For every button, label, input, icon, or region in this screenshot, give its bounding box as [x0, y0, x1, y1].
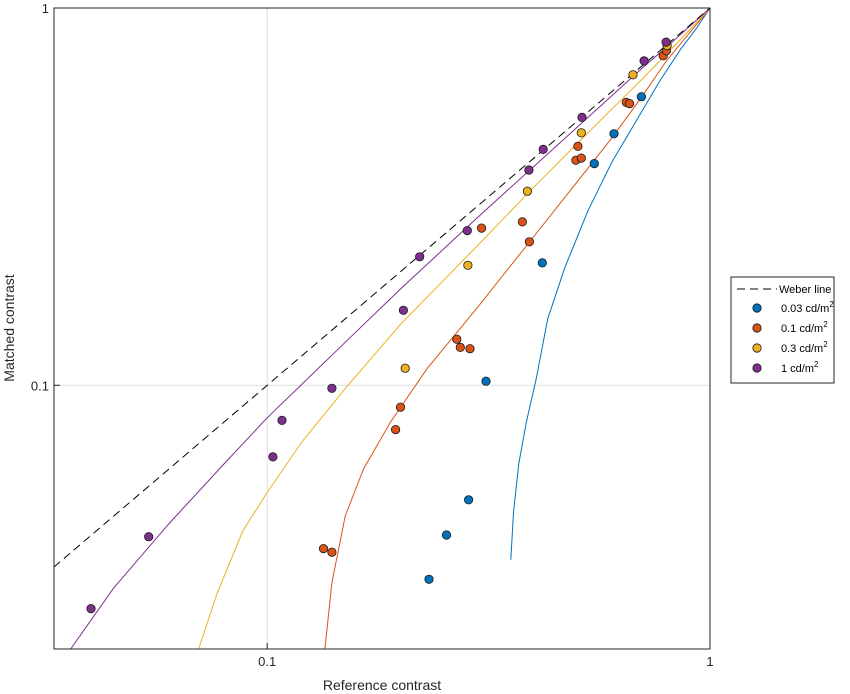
fit-curve — [324, 7, 711, 650]
data-point — [609, 129, 619, 139]
legend-label-weber: Weber line — [779, 284, 831, 296]
plot-frame — [53, 7, 711, 650]
legend-swatch — [752, 303, 762, 313]
data-point — [624, 99, 635, 109]
data-point — [144, 532, 154, 542]
data-point — [524, 165, 534, 175]
data-point — [661, 37, 671, 47]
data-point — [576, 153, 586, 163]
data-point — [463, 495, 474, 505]
legend-label: 0.3 cd/m2 — [781, 340, 828, 355]
x-axis-ticks: 0.1 1 — [258, 643, 714, 669]
data-point — [573, 141, 583, 151]
y-tick-label: 0.1 — [31, 378, 49, 393]
grid — [54, 8, 710, 649]
data-point — [576, 128, 586, 138]
legend-label-superscript: 2 — [814, 360, 819, 369]
weber-reference-line — [53, 7, 711, 568]
legend: Weber line 0.03 cd/m2 0.1 cd/m2 0.3 cd/m2 1 … — [730, 276, 835, 384]
legend-label-superscript: 2 — [823, 340, 828, 349]
data-point — [86, 603, 96, 614]
data-point — [415, 252, 425, 262]
fit-curve — [510, 7, 711, 560]
y-axis-ticks: 0.11 — [31, 1, 60, 393]
data-point — [524, 237, 535, 247]
data-point — [455, 342, 465, 352]
y-tick-label: 1 — [42, 1, 49, 16]
data-point — [517, 217, 528, 227]
data-point — [268, 452, 278, 462]
legend-swatch — [752, 343, 762, 353]
data-point — [327, 547, 337, 557]
legend-label: 1 cd/m2 — [781, 360, 819, 375]
data-point — [441, 530, 452, 540]
legend-label-superscript: 2 — [823, 320, 828, 329]
data-point — [522, 186, 533, 196]
data-point — [395, 402, 406, 412]
legend-box — [730, 276, 835, 384]
data-point — [538, 144, 548, 154]
plot-background — [54, 8, 710, 649]
legend-label-superscript: 2 — [829, 300, 834, 309]
data-point — [424, 574, 434, 584]
data-point — [327, 383, 337, 393]
legend-swatch — [752, 363, 762, 373]
data-point — [476, 223, 487, 233]
data-point — [589, 159, 599, 169]
data-point — [390, 424, 401, 435]
x-tick-label: 1 — [706, 654, 713, 669]
y-axis-label: Matched contrast — [1, 274, 17, 381]
data-points — [86, 37, 672, 614]
data-point — [462, 226, 472, 236]
data-point — [481, 376, 491, 386]
data-point — [577, 112, 587, 123]
data-point — [636, 92, 647, 102]
data-point — [452, 334, 462, 344]
weber-line — [53, 7, 711, 568]
fit-curve — [70, 7, 711, 650]
legend-label: 0.1 cd/m2 — [781, 320, 828, 335]
legend-label: 0.03 cd/m2 — [781, 300, 834, 315]
data-point — [463, 260, 473, 270]
x-axis-label: Reference contrast — [323, 677, 441, 693]
data-point — [318, 543, 329, 554]
x-tick-label: 0.1 — [258, 654, 276, 669]
data-point — [639, 56, 649, 66]
fit-curves — [70, 7, 711, 650]
data-point — [398, 305, 408, 315]
data-point — [465, 344, 475, 354]
data-point — [628, 70, 638, 80]
data-point — [400, 363, 410, 373]
fit-curve — [198, 7, 711, 650]
data-point — [277, 415, 287, 425]
legend-swatch — [752, 323, 762, 333]
data-point — [537, 258, 547, 268]
